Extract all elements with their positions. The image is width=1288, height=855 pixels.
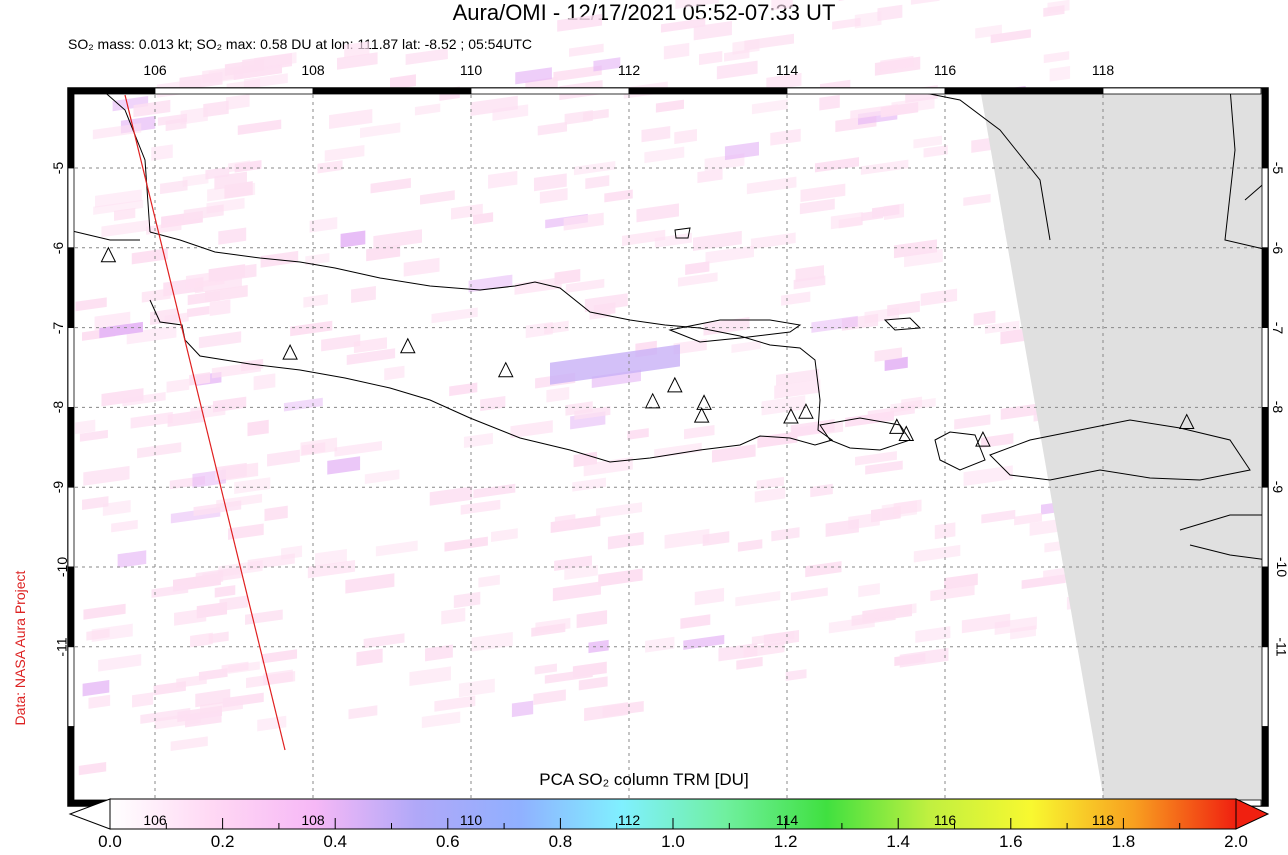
coastlines bbox=[67, 87, 1269, 561]
volcano-icon bbox=[696, 394, 712, 410]
lat-tick-right: -6 bbox=[1270, 241, 1287, 255]
lon-tick-bottom: 116 bbox=[933, 812, 957, 828]
colorbar-tick-label: 2.0 bbox=[1224, 832, 1248, 851]
colorbar-tick-label: 0.2 bbox=[210, 832, 235, 851]
volcano-icon bbox=[889, 418, 905, 434]
lat-tick-left: -9 bbox=[50, 480, 67, 494]
colorbar-min-arrow bbox=[68, 798, 111, 830]
lon-tick-bottom: 114 bbox=[775, 812, 799, 828]
volcano-icon bbox=[497, 361, 514, 378]
lat-tick-left: -6 bbox=[50, 241, 67, 255]
colorbar-tick-label: 1.8 bbox=[1111, 832, 1136, 851]
volcano-markers bbox=[100, 246, 1195, 447]
lat-tick-left: -5 bbox=[50, 161, 67, 175]
volcano-icon bbox=[399, 337, 416, 354]
colorbar-max-arrow bbox=[1235, 798, 1270, 830]
lon-tick-top: 110 bbox=[459, 62, 483, 78]
colorbar bbox=[68, 798, 1270, 830]
so2-max-plume bbox=[550, 344, 680, 385]
no-data-region bbox=[980, 88, 1268, 806]
volcano-icon bbox=[1178, 413, 1195, 430]
lat-tick-right: -5 bbox=[1270, 161, 1287, 175]
lon-tick-bottom: 108 bbox=[301, 812, 325, 828]
colorbar-tick-label: 1.2 bbox=[773, 832, 798, 851]
colorbar-title: PCA SO₂ column TRM [DU] bbox=[539, 770, 749, 789]
lon-tick-top: 112 bbox=[617, 62, 641, 78]
so2-summary: SO₂ mass: 0.013 kt; SO₂ max: 0.58 DU at … bbox=[68, 36, 533, 52]
lon-tick-top: 108 bbox=[301, 62, 325, 78]
lon-tick-top: 116 bbox=[933, 62, 957, 78]
lat-tick-left: -8 bbox=[50, 401, 67, 414]
volcano-icon bbox=[783, 407, 799, 424]
colorbar-tick-label: 0.4 bbox=[323, 832, 348, 851]
orbit-edge-line bbox=[124, 94, 286, 751]
lat-tick-right: -10 bbox=[1274, 556, 1288, 578]
volcano-icon bbox=[798, 403, 814, 419]
lon-tick-bottom: 118 bbox=[1091, 812, 1115, 828]
volcano-icon bbox=[898, 425, 915, 442]
lon-tick-bottom: 106 bbox=[143, 812, 167, 828]
lon-tick-bottom: 110 bbox=[459, 812, 483, 828]
lon-tick-top: 114 bbox=[775, 62, 799, 78]
lat-tick-right: -11 bbox=[1273, 637, 1288, 657]
colorbar-tick-label: 1.6 bbox=[998, 832, 1023, 851]
lat-tick-right: -8 bbox=[1270, 401, 1287, 414]
volcano-icon bbox=[100, 246, 117, 263]
colorbar-tick-label: 0.6 bbox=[435, 832, 460, 851]
lat-tick-left: -10 bbox=[54, 556, 71, 578]
lon-tick-bottom: 112 bbox=[617, 812, 641, 828]
lat-tick-right: -7 bbox=[1270, 321, 1287, 334]
lat-tick-left: -7 bbox=[50, 321, 67, 334]
colorbar-tick-label: 1.0 bbox=[661, 832, 685, 851]
lat-tick-left: -11 bbox=[53, 637, 70, 657]
volcano-icon bbox=[282, 344, 298, 360]
graticule bbox=[68, 88, 1268, 806]
volcano-icon bbox=[975, 430, 991, 447]
volcano-icon bbox=[667, 376, 683, 393]
volcano-icon bbox=[693, 407, 710, 423]
lon-tick-top: 118 bbox=[1091, 62, 1115, 78]
lon-tick-top: 106 bbox=[143, 62, 167, 78]
volcano-icon bbox=[644, 392, 661, 409]
colorbar-tick-label: 0.0 bbox=[98, 832, 122, 851]
colorbar-tick-label: 0.8 bbox=[548, 832, 573, 851]
colorbar-tick-label: 1.4 bbox=[886, 832, 911, 851]
lat-tick-right: -9 bbox=[1270, 480, 1287, 494]
